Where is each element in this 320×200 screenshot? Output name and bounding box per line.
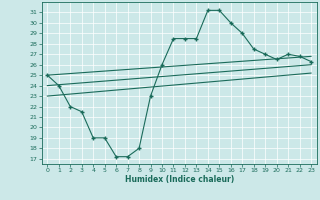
- X-axis label: Humidex (Indice chaleur): Humidex (Indice chaleur): [124, 175, 234, 184]
